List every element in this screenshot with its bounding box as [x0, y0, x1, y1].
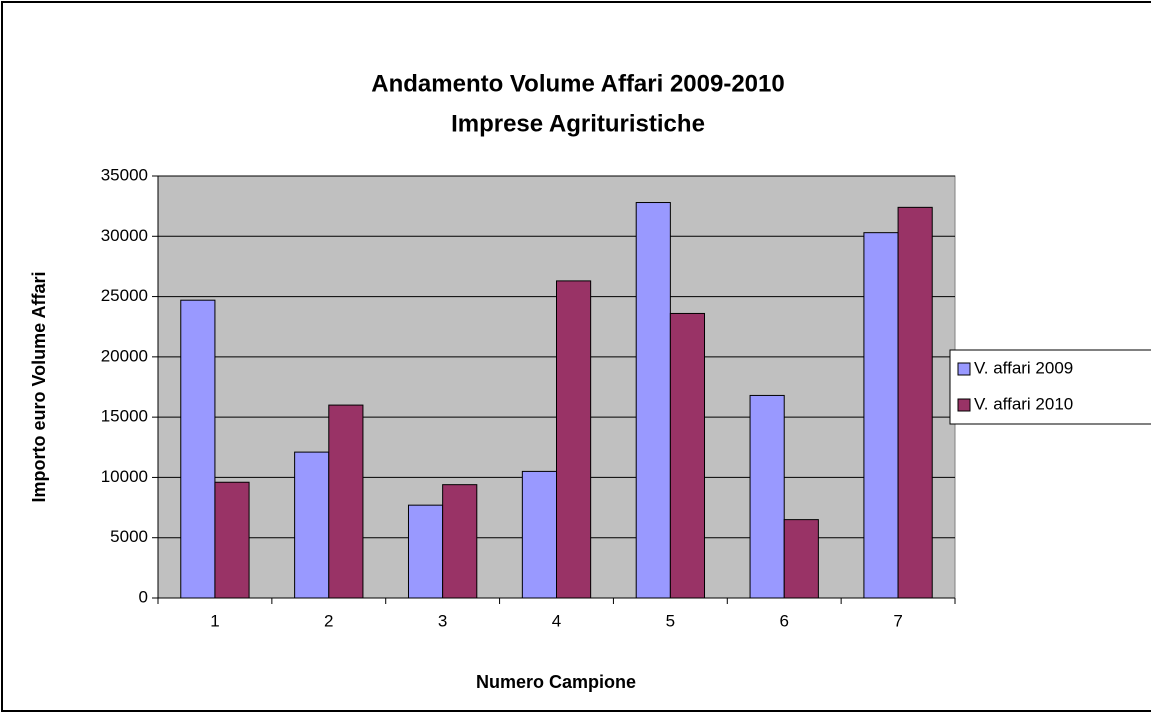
legend-label: V. affari 2009 — [974, 358, 1073, 377]
y-tick-label: 35000 — [101, 165, 148, 184]
legend-swatch — [957, 398, 971, 412]
chart-subtitle: Imprese Agrituristiche — [451, 110, 705, 137]
x-axis-title: Numero Campione — [476, 672, 636, 692]
y-tick-label: 30000 — [101, 226, 148, 245]
legend-label: V. affari 2010 — [974, 394, 1073, 413]
bar — [180, 299, 216, 599]
chart-title: Andamento Volume Affari 2009-2010 — [371, 70, 784, 97]
bar — [442, 484, 478, 599]
y-tick-label: 25000 — [101, 286, 148, 305]
bar — [635, 202, 671, 599]
y-tick-label: 15000 — [101, 407, 148, 426]
legend-swatch — [957, 362, 971, 376]
x-tick-label: 2 — [324, 611, 333, 630]
x-tick-label: 7 — [893, 611, 902, 630]
bar — [863, 232, 899, 599]
x-tick-label: 3 — [438, 611, 447, 630]
bar — [783, 519, 819, 599]
x-tick-label: 1 — [210, 611, 219, 630]
bar — [328, 404, 364, 599]
y-tick-label: 0 — [139, 587, 148, 606]
bar — [294, 451, 330, 599]
legend-box — [949, 349, 1151, 425]
bar — [669, 312, 706, 599]
y-tick-label: 20000 — [101, 346, 148, 365]
x-tick-label: 5 — [666, 611, 675, 630]
bar — [407, 504, 444, 599]
bar — [556, 280, 592, 599]
y-tick-label: 10000 — [101, 467, 148, 486]
x-tick-label: 6 — [779, 611, 788, 630]
x-tick-label: 4 — [552, 611, 561, 630]
bar — [749, 394, 785, 599]
bar — [521, 470, 557, 599]
bar — [214, 481, 250, 599]
y-axis-title: Importo euro Volume Affari — [29, 271, 49, 502]
bar — [897, 206, 933, 599]
y-tick-label: 5000 — [110, 527, 148, 546]
